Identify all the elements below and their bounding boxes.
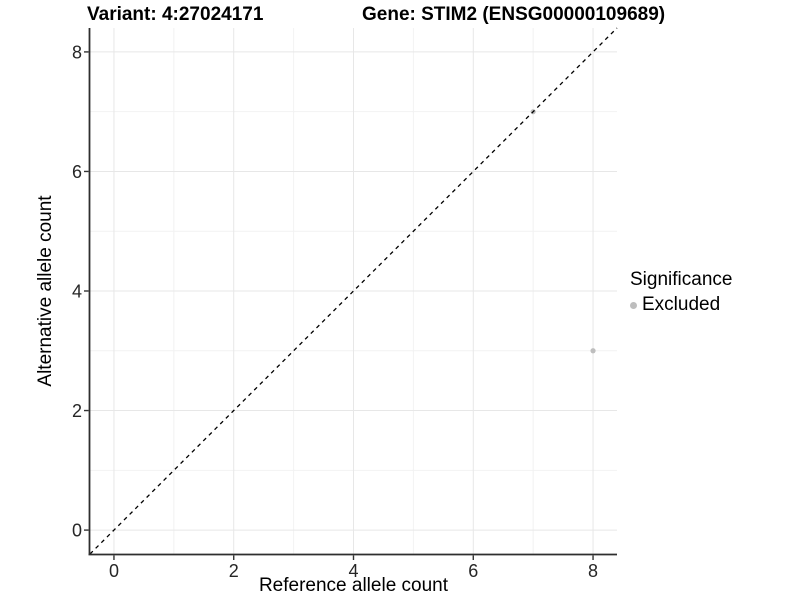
y-tick-label: 0 xyxy=(72,521,82,541)
plot-title-gene: Gene: STIM2 (ENSG00000109689) xyxy=(362,4,666,25)
x-tick-label: 6 xyxy=(468,561,478,581)
y-tick-label: 6 xyxy=(72,162,82,182)
legend-title: Significance xyxy=(630,269,733,290)
x-axis-title: Reference allele count xyxy=(258,575,449,596)
legend: Significance Excluded xyxy=(630,269,732,316)
excluded-point-swatch xyxy=(630,301,637,309)
y-tick-label: 2 xyxy=(72,401,82,421)
plot-title-variant: Variant: 4:27024171 xyxy=(87,4,264,25)
y-axis-title: Alternative allele count xyxy=(35,195,56,387)
y-tick-label: 4 xyxy=(72,282,82,302)
legend-item-excluded: Excluded xyxy=(630,294,732,316)
x-tick-label: 2 xyxy=(229,561,239,581)
data-point xyxy=(590,348,596,354)
x-tick-label: 0 xyxy=(109,561,119,581)
x-tick-label: 8 xyxy=(588,561,598,581)
legend-item-label: Excluded xyxy=(642,294,721,315)
x-tick-label: 4 xyxy=(348,561,358,581)
y-tick-label: 8 xyxy=(72,42,82,62)
